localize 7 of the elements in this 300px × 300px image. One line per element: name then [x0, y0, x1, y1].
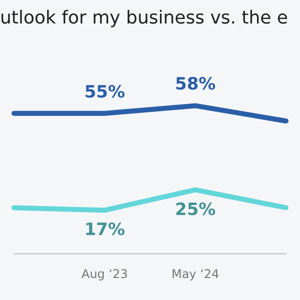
data-label: 55% [84, 82, 126, 102]
x-tick-label: Aug ‘23 [81, 266, 128, 281]
data-label: 25% [174, 200, 216, 220]
chart-title: utlook for my business vs. the e [0, 7, 288, 28]
x-tick-label: May ‘24 [171, 266, 220, 281]
data-label: 17% [84, 220, 126, 240]
data-label: 58% [174, 74, 216, 95]
